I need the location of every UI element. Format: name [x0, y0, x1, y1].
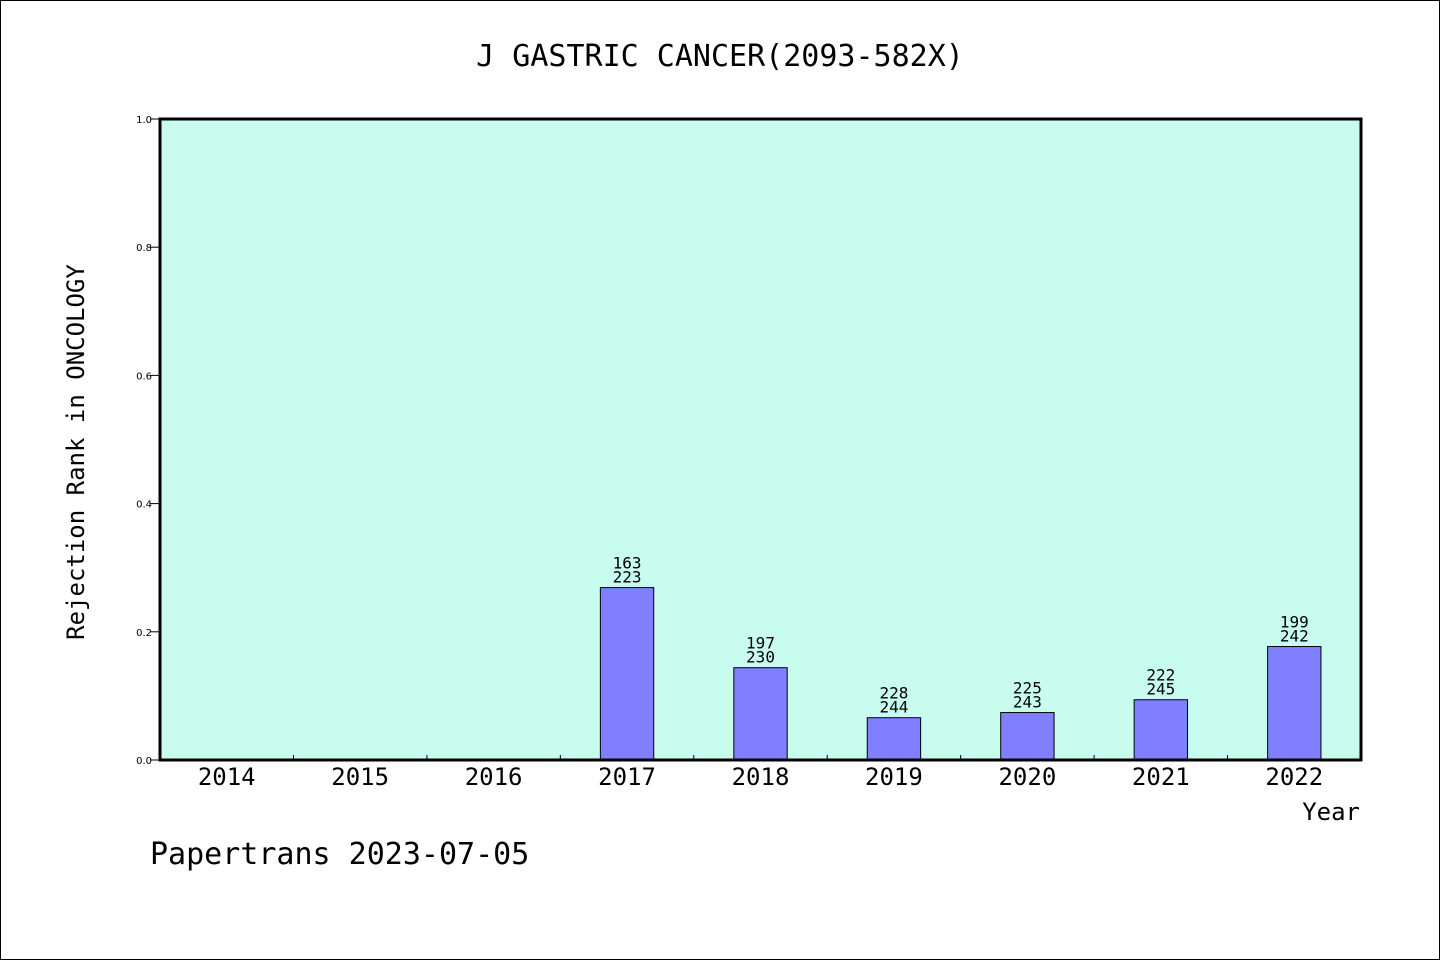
bar-label-top: 163	[613, 554, 642, 573]
bar-label-bottom: 244	[879, 698, 908, 717]
bar-label-top: 197	[746, 634, 775, 653]
y-axis: 0.0 0.2 0.4 0.6 0.8 1.0	[136, 115, 160, 767]
x-tick-label: 2015	[331, 763, 389, 791]
y-tick-label: 1.0	[136, 115, 152, 126]
y-tick-label: 0.8	[136, 243, 152, 254]
y-axis-label: Rejection Rank in ONCOLOGY	[62, 264, 90, 640]
bar-2017	[599, 587, 655, 761]
bars-group	[599, 587, 1322, 761]
bar-label-bottom: 243	[1013, 693, 1042, 712]
footer-credit: Papertrans 2023-07-05	[150, 837, 529, 872]
x-axis: 2014 2015 2016 2017 2018 2019 2020 2021 2022	[198, 755, 1323, 791]
x-tick-label: 2016	[465, 763, 523, 791]
y-tick-label: 0.2	[136, 628, 152, 639]
x-tick-label: 2020	[998, 763, 1056, 791]
y-tick-label: 0.0	[136, 756, 152, 767]
bar-label-top: 225	[1013, 679, 1042, 698]
x-tick-label: 2022	[1265, 763, 1323, 791]
x-tick-label: 2018	[732, 763, 790, 791]
x-tick-label: 2014	[198, 763, 256, 791]
bar-2020	[1000, 712, 1055, 761]
bar-label-bottom: 230	[746, 648, 775, 667]
plot-border	[158, 117, 1363, 762]
x-tick-label: 2017	[598, 763, 656, 791]
plot-area	[160, 119, 1361, 760]
x-tick-label: 2019	[865, 763, 923, 791]
y-tick-label: 0.4	[136, 500, 152, 511]
chart-title: J GASTRIC CANCER(2093-582X)	[476, 39, 964, 74]
bar-2018	[733, 667, 788, 761]
y-tick-label: 0.6	[136, 371, 152, 382]
bar-label-top: 222	[1146, 666, 1175, 685]
bar-2021	[1133, 699, 1189, 761]
bar-2022	[1267, 646, 1322, 761]
bar-label-top: 228	[879, 684, 908, 703]
bar-label-bottom: 242	[1280, 627, 1309, 646]
bar-label-bottom: 245	[1146, 680, 1175, 699]
x-axis-label: Year	[1302, 798, 1360, 826]
x-tick-label: 2021	[1132, 763, 1190, 791]
bar-label-top: 199	[1280, 613, 1309, 632]
bar-label-bottom: 223	[613, 568, 642, 587]
bar-2019	[866, 717, 922, 761]
